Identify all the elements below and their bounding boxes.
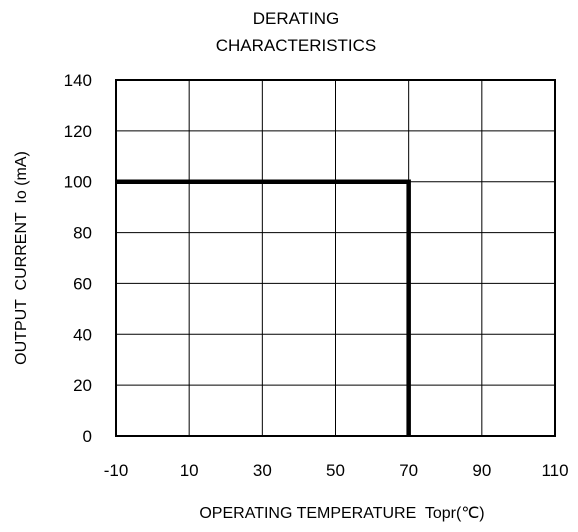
y-tick-label: 140 xyxy=(64,71,92,90)
y-tick-labels: 0 20 40 60 80 100 120 140 xyxy=(64,71,92,446)
y-tick-label: 80 xyxy=(73,224,92,243)
chart-title-line-1: DERATING xyxy=(253,9,340,28)
plot-frame xyxy=(115,79,556,437)
y-tick-label: 0 xyxy=(83,427,92,446)
y-axis-label: OUTPUT CURRENT Io (mA) xyxy=(13,151,30,365)
x-tick-label: 50 xyxy=(326,461,345,480)
y-tick-label: 20 xyxy=(73,376,92,395)
y-tick-label: 60 xyxy=(73,274,92,293)
y-tick-label: 100 xyxy=(64,173,92,192)
series-layer xyxy=(116,179,411,436)
x-tick-label: 30 xyxy=(253,461,272,480)
grid-lines xyxy=(116,80,555,436)
x-tick-label: 110 xyxy=(541,461,568,480)
x-axis-label: OPERATING TEMPERATURE Topr(℃) xyxy=(199,505,484,522)
x-tick-labels: -10 10 30 50 70 90 110 xyxy=(104,461,569,480)
y-tick-label: 120 xyxy=(64,122,92,141)
x-tick-label: 70 xyxy=(399,461,418,480)
chart-title-line-2: CHARACTERISTICS xyxy=(216,36,377,55)
derating-curve xyxy=(116,179,411,436)
x-tick-label: 90 xyxy=(472,461,491,480)
y-tick-label: 40 xyxy=(73,325,92,344)
x-tick-label: -10 xyxy=(104,461,129,480)
x-tick-label: 10 xyxy=(180,461,199,480)
